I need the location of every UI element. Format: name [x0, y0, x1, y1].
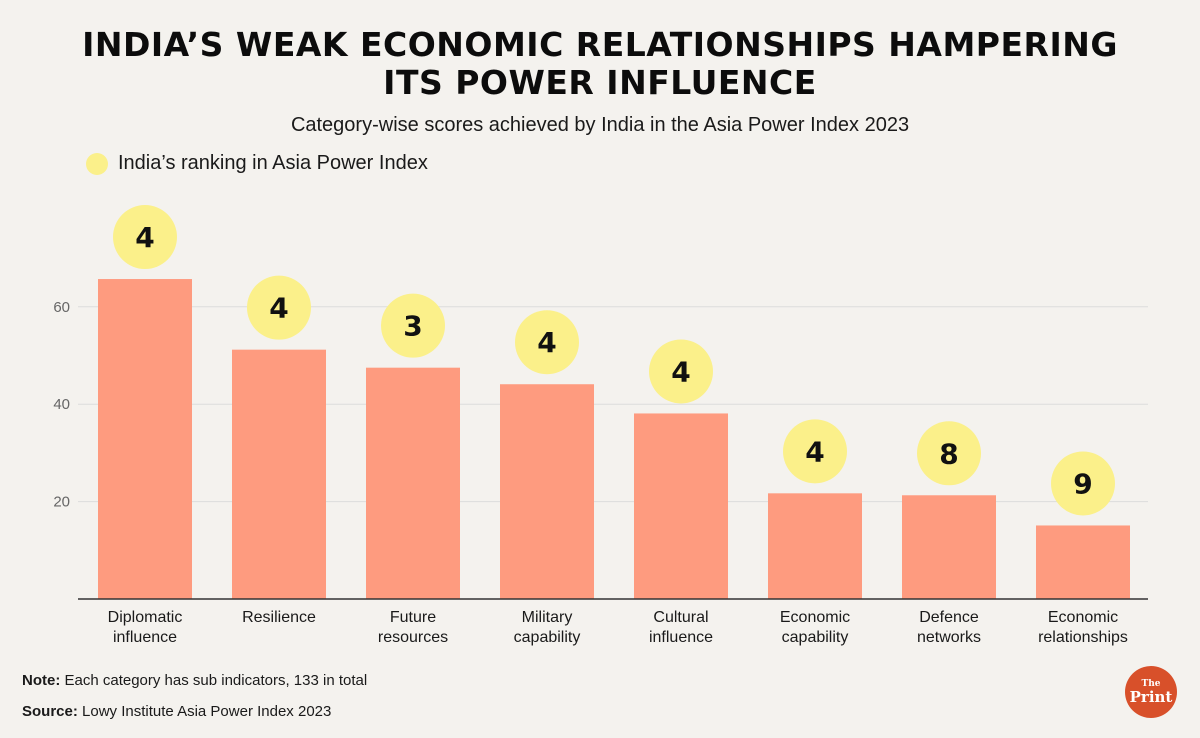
- ranking-label-3: 4: [537, 326, 556, 359]
- bar-1: [232, 349, 326, 599]
- y-tick-label: 60: [53, 299, 70, 316]
- ranking-label-1: 4: [269, 292, 288, 325]
- bar-4: [634, 413, 728, 599]
- ranking-bubble-5: [783, 419, 847, 484]
- x-tick-label: capability: [782, 629, 849, 646]
- note-label: Note:: [22, 672, 61, 689]
- x-tick-label: Cultural: [653, 609, 708, 626]
- bar-0: [98, 279, 192, 599]
- logo-print: Print: [1129, 687, 1173, 706]
- chart-title-line-2: ITS POWER INFLUENCE: [383, 63, 817, 102]
- ranking-label-4: 4: [671, 355, 690, 388]
- ranking-bubble-4: [649, 339, 713, 404]
- legend-label: India’s ranking in Asia Power Index: [118, 152, 428, 174]
- bar-3: [500, 384, 594, 599]
- source-label: Source:: [22, 703, 78, 720]
- chart-title: INDIA’S WEAK ECONOMIC RELATIONSHIPS HAMP…: [0, 26, 1200, 102]
- x-tick-label: Defence: [919, 609, 979, 626]
- x-tick-label: Resilience: [242, 609, 316, 626]
- ranking-label-6: 8: [939, 437, 958, 470]
- source-text: Lowy Institute Asia Power Index 2023: [77, 703, 332, 720]
- x-tick-label: influence: [649, 629, 713, 646]
- logo-the: The: [1141, 678, 1161, 689]
- chart-subtitle: Category-wise scores achieved by India i…: [290, 114, 910, 136]
- x-tick-label: resources: [378, 629, 448, 646]
- ranking-bubble-0: [113, 205, 177, 270]
- bar-6: [902, 495, 996, 599]
- y-tick-label: 20: [53, 494, 70, 511]
- bar-7: [1036, 525, 1130, 599]
- x-tick-label: Future: [390, 609, 436, 626]
- legend-swatch-ranking: [86, 152, 108, 175]
- x-tick-label: capability: [514, 629, 581, 646]
- chart-title-line-1: INDIA’S WEAK ECONOMIC RELATIONSHIPS HAMP…: [82, 25, 1118, 64]
- x-tick-label: networks: [917, 629, 981, 646]
- ranking-bubble-7: [1051, 451, 1115, 516]
- x-tick-label: Military: [522, 609, 573, 626]
- ranking-label-7: 9: [1073, 467, 1092, 500]
- bar-2: [366, 367, 460, 599]
- ranking-bubble-2: [381, 293, 445, 358]
- ranking-bubble-6: [917, 421, 981, 486]
- ranking-bubble-3: [515, 310, 579, 375]
- ranking-bubble-1: [247, 275, 311, 340]
- note-line: Note: Each category has sub indicators, …: [22, 672, 367, 689]
- chart-legend: India’s ranking in Asia Power Index: [86, 152, 428, 175]
- ranking-label-0: 4: [135, 221, 154, 254]
- x-tick-label: Economic: [1048, 609, 1118, 626]
- bar-5: [768, 493, 862, 599]
- x-tick-label: relationships: [1038, 629, 1128, 646]
- theprint-logo: The Print: [1125, 666, 1177, 718]
- x-tick-label: influence: [113, 629, 177, 646]
- source-line: Source: Lowy Institute Asia Power Index …: [22, 703, 331, 720]
- x-tick-label: Economic: [780, 609, 850, 626]
- note-text: Each category has sub indicators, 133 in…: [60, 672, 368, 689]
- ranking-label-5: 4: [805, 435, 824, 468]
- x-tick-label: Diplomatic: [108, 609, 183, 626]
- ranking-label-2: 3: [403, 310, 422, 343]
- y-tick-label: 40: [53, 396, 70, 413]
